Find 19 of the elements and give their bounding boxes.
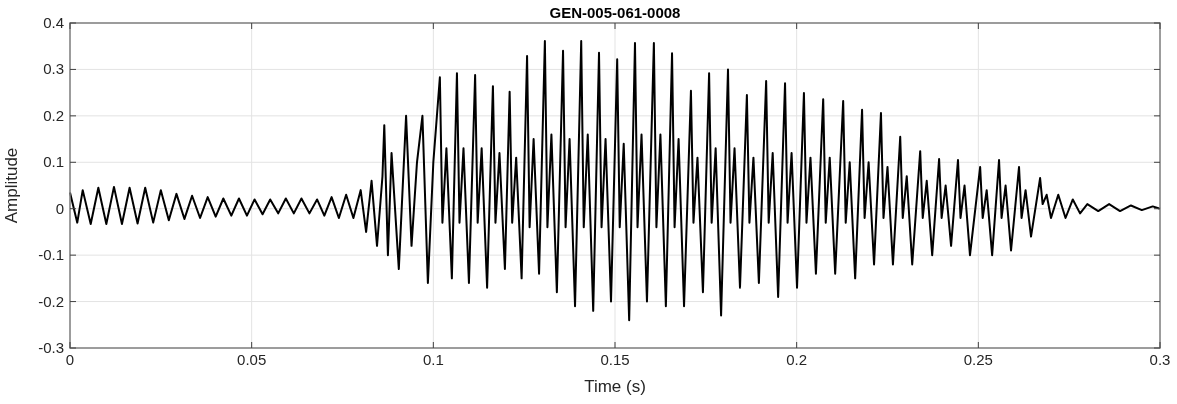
- y-tick-label: -0.2: [38, 292, 64, 310]
- x-tick-label: 0.3: [1149, 351, 1171, 368]
- y-tick-label: -0.3: [38, 339, 64, 356]
- y-tick-label: 0.3: [43, 60, 64, 78]
- x-tick-label: 0.05: [237, 351, 267, 368]
- y-tick-label: 0.4: [43, 14, 64, 31]
- x-tick-label: 0: [65, 351, 75, 368]
- x-tick-label: 0.2: [786, 351, 808, 368]
- x-tick-label: 0.15: [600, 351, 630, 368]
- y-tick-label: -0.1: [38, 246, 64, 264]
- y-tick-label: 0: [55, 199, 64, 217]
- y-tick-label: 0.2: [43, 106, 64, 124]
- y-axis-title: Amplitude: [2, 147, 21, 224]
- line-series: [69, 40, 1161, 322]
- x-tick-label: 0.25: [963, 351, 993, 368]
- x-tick-label: 0.1: [422, 351, 444, 368]
- chart-title: GEN-005-061-0008: [549, 4, 681, 21]
- x-axis-title: Time (s): [584, 377, 646, 396]
- y-tick-label: 0.1: [43, 153, 64, 171]
